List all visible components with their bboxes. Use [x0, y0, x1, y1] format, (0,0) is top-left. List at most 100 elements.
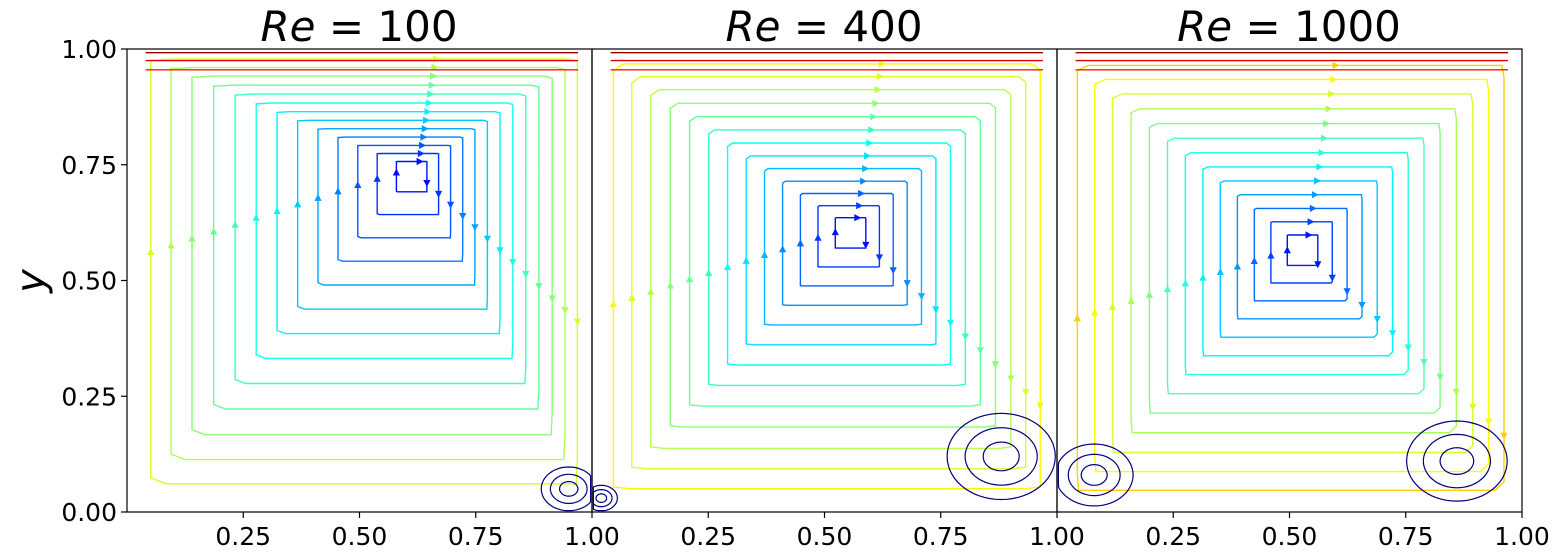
streamline-arrow — [742, 256, 750, 264]
streamline-arrow — [435, 190, 443, 198]
streamline-arrow — [686, 275, 694, 283]
streamline-arrow — [1233, 262, 1241, 270]
streamlines-re-100 — [145, 52, 592, 512]
streamline-arrow — [779, 245, 787, 253]
streamline — [669, 102, 997, 428]
streamline-arrow — [561, 307, 569, 315]
streamline-arrow — [1267, 251, 1275, 259]
streamline-arrow — [1309, 204, 1317, 212]
streamline — [395, 160, 428, 193]
secondary-streamline — [1080, 463, 1108, 486]
streamline-arrow — [373, 174, 381, 182]
panel-re-100: Re = 100 — [126, 2, 593, 513]
secondary-streamline — [592, 484, 618, 512]
secondary-streamline — [982, 441, 1020, 472]
streamline — [1130, 108, 1457, 434]
streamline-arrow — [976, 347, 984, 355]
secondary-streamline — [1057, 443, 1134, 507]
secondary-streamline — [964, 427, 1038, 486]
streamline-arrow — [860, 177, 868, 185]
streamline-arrow — [862, 165, 870, 173]
streamline-arrow — [1436, 373, 1444, 381]
streamline-arrow — [666, 281, 674, 289]
streamline-arrow — [1163, 285, 1172, 293]
streamline-arrow — [876, 73, 884, 81]
streamline-arrow — [427, 90, 435, 98]
streamline-arrow — [932, 306, 940, 314]
streamline-arrow — [1314, 261, 1322, 269]
streamline-arrow — [1307, 218, 1315, 226]
streamlines-re-400 — [592, 52, 1056, 512]
streamline-arrow — [874, 86, 882, 94]
streamline-arrow — [1145, 290, 1153, 298]
streamline-arrow — [856, 202, 864, 210]
streamline-arrow — [535, 283, 543, 291]
streamline — [745, 155, 937, 346]
panel-re-400: Re = 400 — [591, 2, 1058, 513]
streamline — [1076, 64, 1505, 491]
streamline-arrow — [471, 224, 479, 232]
streamline — [708, 129, 966, 387]
streamline-arrow — [1314, 177, 1322, 185]
secondary-streamline — [549, 473, 588, 504]
streamline-arrow — [870, 113, 878, 121]
streamline-arrow — [432, 55, 440, 63]
streamline — [357, 144, 452, 239]
streamline — [170, 66, 566, 461]
secondary-streamline — [946, 412, 1056, 501]
x-tick-label: 1.00 — [1029, 522, 1085, 551]
streamline-arrow — [1127, 296, 1135, 304]
streamline-arrow — [1091, 308, 1099, 316]
streamline-arrow — [1500, 432, 1508, 440]
streamline-arrow — [1343, 288, 1351, 296]
secondary-streamline — [559, 481, 579, 497]
streamline — [317, 127, 476, 286]
streamline — [612, 63, 1041, 490]
secondary-streamline — [1422, 433, 1491, 489]
streamline-arrow — [430, 72, 438, 80]
streamline-arrow — [522, 271, 530, 278]
streamline-arrow — [1469, 403, 1477, 411]
axes-frame-re-1000 — [1056, 48, 1523, 513]
streamline — [337, 136, 464, 262]
streamline-arrow — [991, 361, 1000, 369]
x-tick-label: 1.00 — [1494, 522, 1550, 551]
streamline — [650, 89, 1012, 450]
streamline-arrow — [946, 319, 955, 327]
streamline-arrow — [866, 139, 874, 147]
y-axis: 0.00 0.25 0.50 0.75 1.00 — [61, 35, 127, 527]
y-tick-label: 0.25 — [61, 382, 117, 411]
streamline-arrow — [447, 201, 455, 209]
streamline-arrow — [858, 189, 866, 198]
streamline-arrow — [210, 227, 218, 235]
x-axis-re-100: 0.25 0.50 0.75 1.00 — [215, 512, 620, 551]
streamline-arrow — [483, 235, 491, 243]
secondary-streamline — [595, 493, 608, 503]
streamline — [255, 102, 514, 360]
streamline-arrow — [273, 207, 281, 215]
streamline-arrow — [831, 228, 839, 236]
streamline-arrow — [496, 247, 504, 255]
streamline — [376, 152, 440, 216]
streamline-arrow — [294, 200, 302, 208]
streamline-arrow — [917, 293, 926, 301]
streamline-arrow — [1318, 149, 1326, 157]
streamline-arrow — [420, 133, 428, 141]
streamline — [150, 58, 579, 485]
streamline-arrow — [1325, 105, 1333, 113]
secondary-streamline — [540, 466, 592, 512]
streamline-arrow — [573, 318, 581, 326]
streamline-arrow — [1022, 389, 1030, 397]
streamline-arrow — [724, 263, 732, 270]
streamline-arrow — [1485, 418, 1493, 426]
secondary-streamline — [1067, 453, 1121, 497]
streamline — [817, 205, 881, 268]
streamlines-re-1000 — [1057, 52, 1508, 507]
panel-title-re-400: Re = 400 — [725, 2, 922, 51]
streamline-arrow — [903, 280, 911, 288]
streamline-arrow — [961, 333, 969, 341]
x-axis-re-400: 0.25 0.50 0.75 1.00 — [680, 512, 1085, 551]
x-tick-label: 0.75 — [1378, 522, 1434, 551]
streamline-arrow — [1452, 388, 1460, 396]
